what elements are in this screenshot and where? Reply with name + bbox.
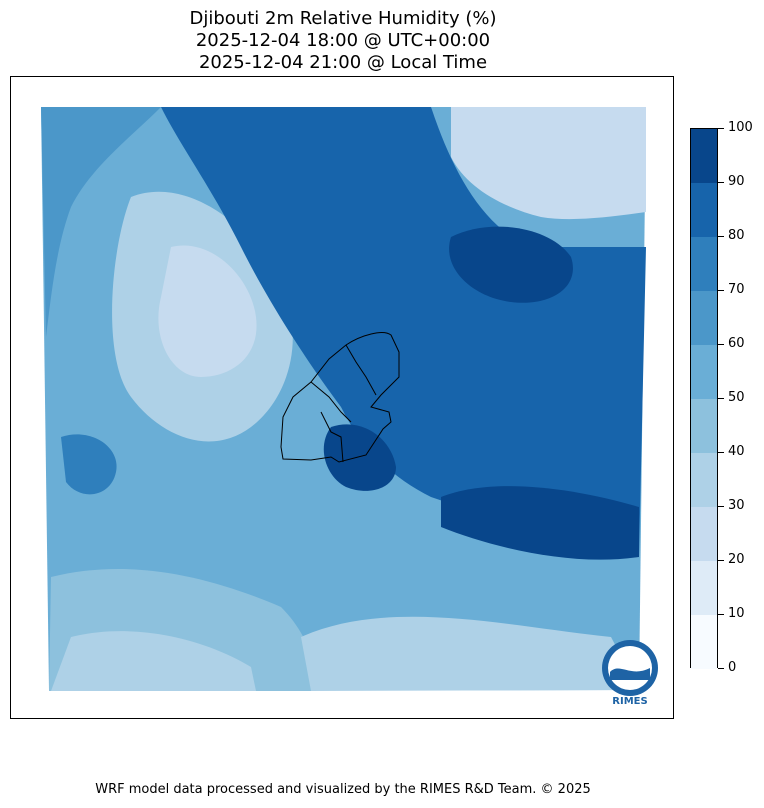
colorbar-tick-label: 0 (728, 660, 737, 675)
colorbar-segment (691, 237, 717, 291)
colorbar-segment (691, 399, 717, 453)
colorbar-tick-label: 100 (728, 120, 753, 135)
colorbar-segment (691, 291, 717, 345)
colorbar-tick-label: 20 (728, 552, 745, 567)
field-sea-south (301, 616, 639, 691)
colorbar-segment (691, 507, 717, 561)
colorbar-segment (691, 615, 717, 669)
colorbar-tick (718, 398, 724, 399)
humidity-map (41, 107, 646, 691)
field-south-lighter (51, 631, 256, 691)
admin-line-2 (310, 381, 352, 423)
colorbar-segment (691, 453, 717, 507)
admin-line-3 (320, 411, 344, 463)
utc-time: 2025-12-04 18:00 @ UTC+00:00 (195, 30, 491, 51)
field-east-dark (441, 486, 639, 560)
colorbar-tick-label: 80 (728, 228, 745, 243)
colorbar-segment (691, 129, 717, 183)
field-djibouti-dark (323, 424, 396, 491)
colorbar-tick (718, 344, 724, 345)
rimes-logo: RIMES (602, 640, 658, 706)
colorbar-segment (691, 345, 717, 399)
field-west-moist (61, 434, 117, 495)
field-gulf-dark (449, 226, 573, 303)
colorbar-tick-label: 60 (728, 336, 745, 351)
colorbar-tick (718, 182, 724, 183)
colorbar-tick (718, 614, 724, 615)
colorbar-segment (691, 561, 717, 615)
field-west-coast (41, 107, 161, 337)
djibouti-border (280, 332, 400, 463)
colorbar-tick (718, 452, 724, 453)
colorbar-segment (691, 183, 717, 237)
colorbar (690, 128, 718, 669)
colorbar-tick-label: 70 (728, 282, 745, 297)
field-ne-dry (451, 107, 646, 220)
colorbar-tick-label: 90 (728, 174, 745, 189)
admin-line-1 (345, 344, 377, 396)
svg-text:RIMES: RIMES (612, 696, 647, 706)
map-panel (10, 76, 674, 719)
colorbar-tick (718, 128, 724, 129)
field-gulf (161, 107, 646, 557)
colorbar-tick (718, 668, 724, 669)
colorbar-tick-label: 30 (728, 498, 745, 513)
colorbar-tick-label: 40 (728, 444, 745, 459)
map-title: Djibouti 2m Relative Humidity (%) (189, 8, 497, 29)
local-time: 2025-12-04 21:00 @ Local Time (198, 52, 488, 73)
colorbar-tick (718, 560, 724, 561)
colorbar-tick-label: 50 (728, 390, 745, 405)
colorbar-tick (718, 236, 724, 237)
colorbar-tick (718, 290, 724, 291)
colorbar-tick (718, 506, 724, 507)
footer-credit: WRF model data processed and visualized … (95, 782, 591, 797)
colorbar-tick-label: 10 (728, 606, 745, 621)
field-west-dryer (158, 245, 257, 377)
